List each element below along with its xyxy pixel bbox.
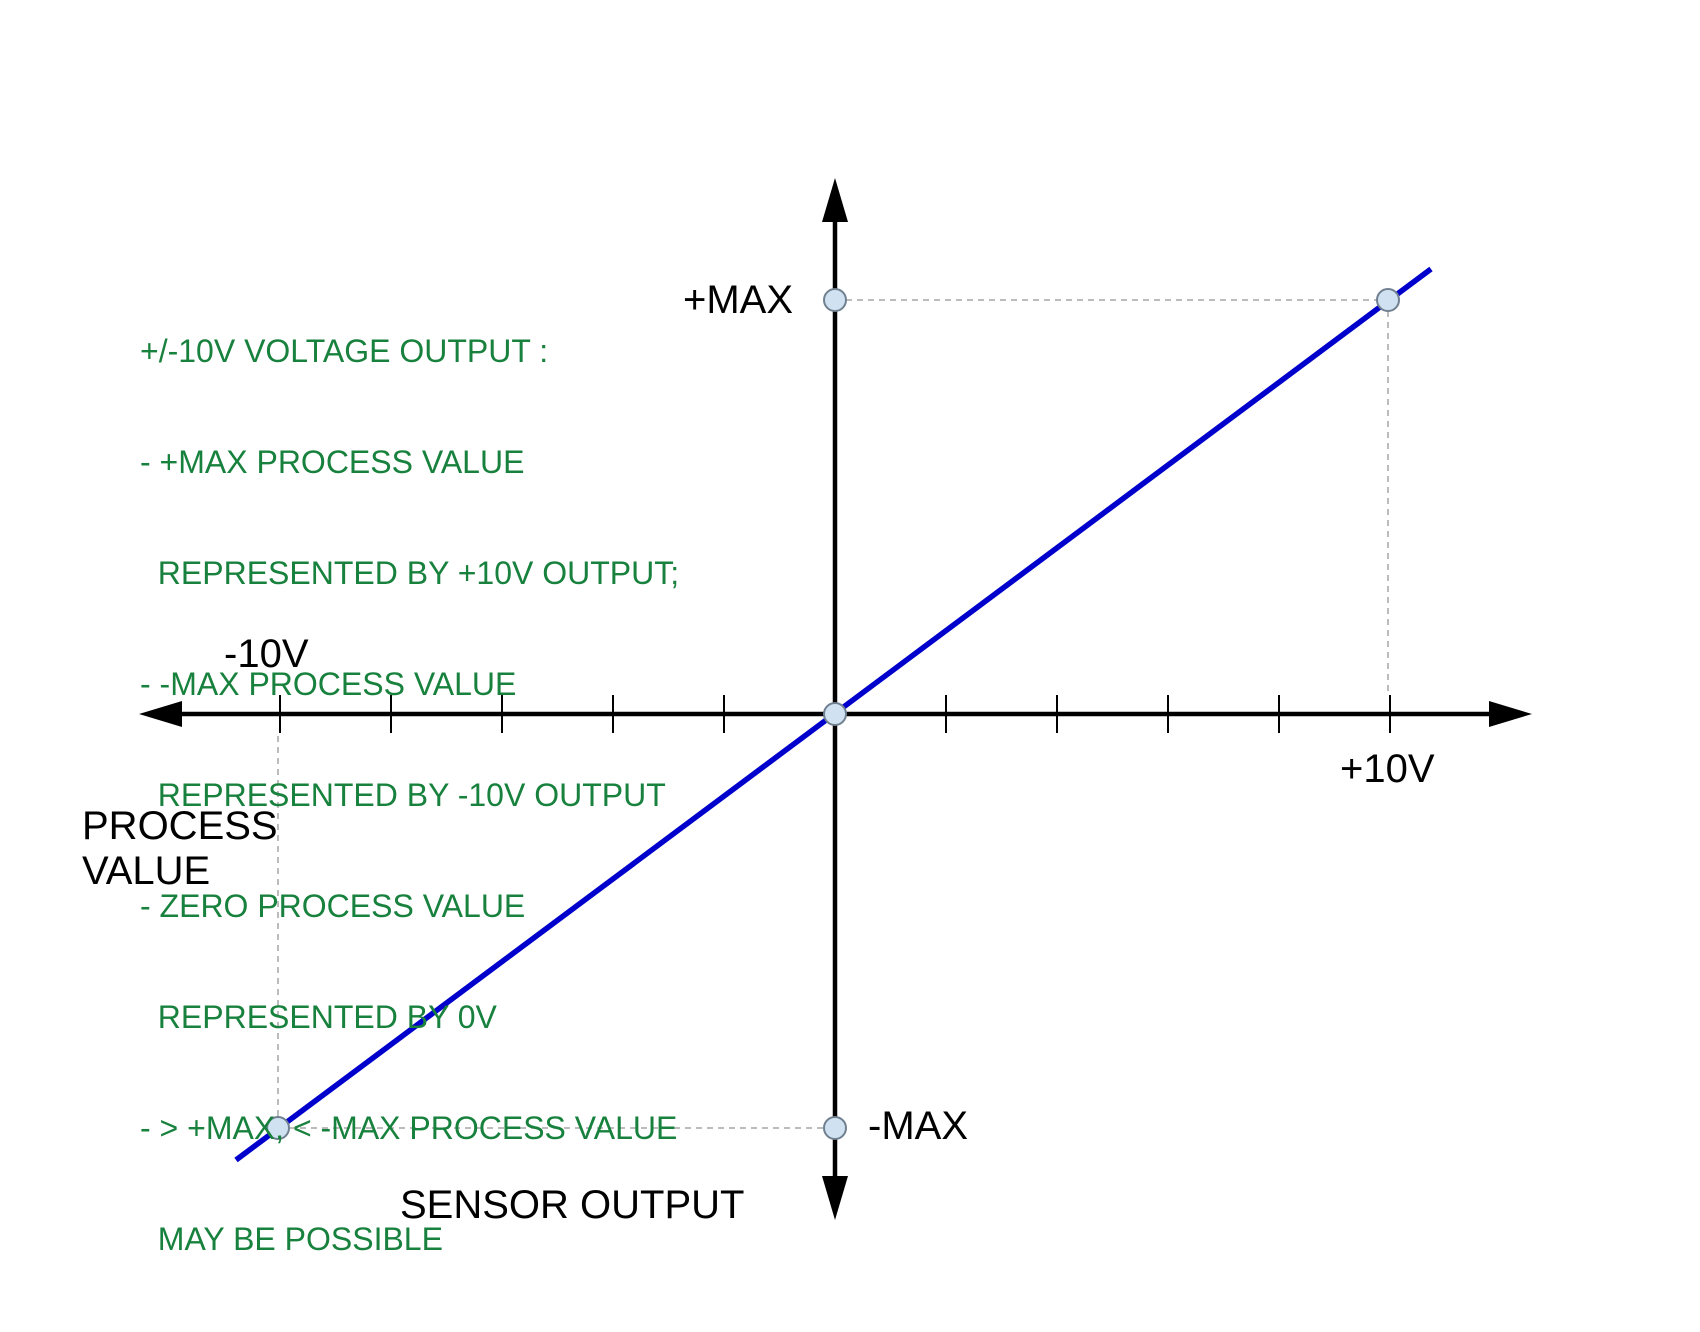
marker-point-plus-max (1376, 288, 1400, 312)
diagram-canvas: +/-10V VOLTAGE OUTPUT : - +MAX PROCESS V… (82, 178, 1532, 1257)
annotation-line: - +MAX PROCESS VALUE (140, 444, 525, 480)
marker-point-minus-max (266, 1116, 290, 1140)
y-axis-arrow-down (822, 1176, 848, 1220)
marker-minus-max-on-y-axis (823, 1116, 847, 1140)
annotation-line: REPRESENTED BY +10V OUTPUT; (140, 555, 680, 591)
x-max-label: +10V (1340, 747, 1435, 791)
x-axis-ticks (279, 695, 1391, 733)
x-axis-title: SENSOR OUTPUT (400, 1183, 745, 1227)
annotation-line: MAY BE POSSIBLE (140, 1221, 443, 1257)
annotation-line: - ZERO PROCESS VALUE (140, 888, 526, 924)
x-min-label: -10V (224, 632, 309, 676)
marker-plus-max-on-y-axis (823, 288, 847, 312)
x-axis-arrow-right (1489, 701, 1532, 727)
annotation-line: +/-10V VOLTAGE OUTPUT : (140, 333, 549, 369)
y-axis-title: PROCESS VALUE (82, 804, 278, 893)
annotation-line: REPRESENTED BY 0V (140, 999, 497, 1035)
y-axis-arrow-up (822, 178, 848, 222)
annotation-line: REPRESENTED BY -10V OUTPUT (140, 777, 666, 813)
y-max-label: +MAX (682, 278, 793, 322)
y-min-label: -MAX (868, 1104, 968, 1148)
marker-origin (823, 702, 847, 726)
x-axis-arrow-left (139, 701, 182, 727)
voltage-output-annotation: +/-10V VOLTAGE OUTPUT : - +MAX PROCESS V… (140, 259, 679, 1332)
axes-plot (139, 178, 1532, 1220)
annotation-line: - > +MAX, < -MAX PROCESS VALUE (140, 1110, 678, 1146)
annotation-line: - -MAX PROCESS VALUE (140, 666, 517, 702)
